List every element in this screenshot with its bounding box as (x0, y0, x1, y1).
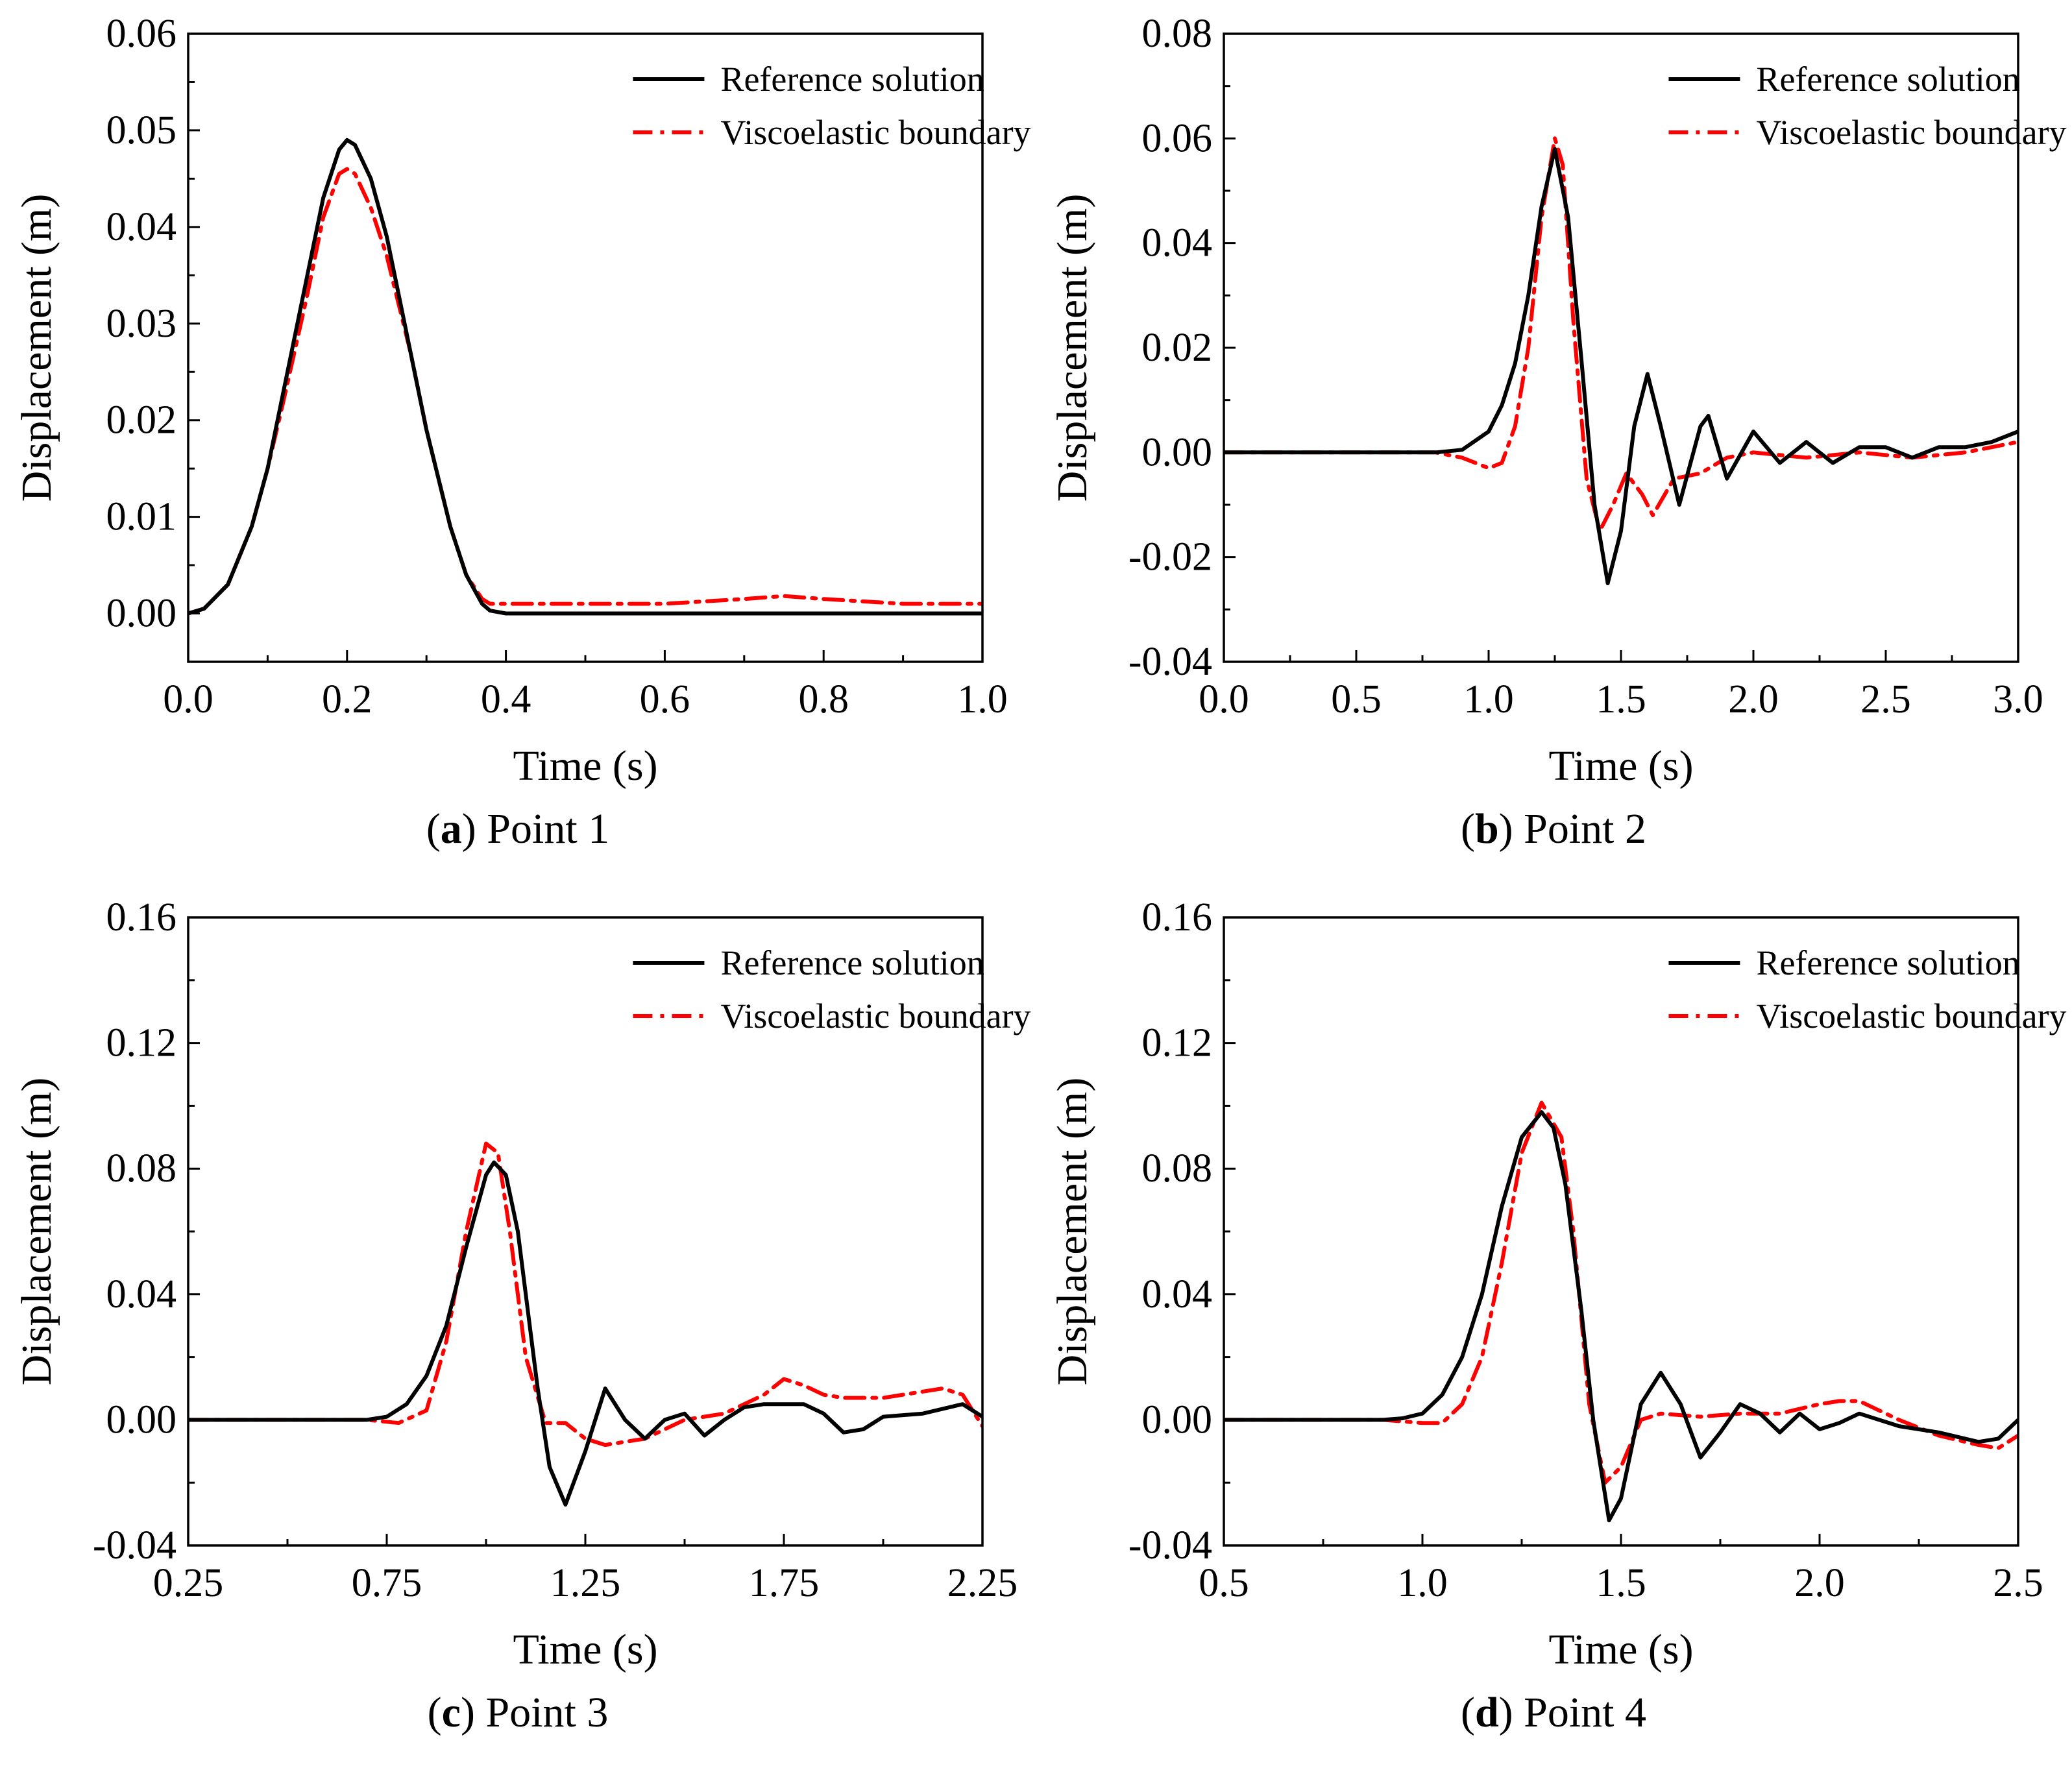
y-tick-label-c-3: 0.08 (106, 1146, 177, 1191)
x-tick-label-d-3: 2.0 (1794, 1561, 1845, 1605)
chart-panel-b: 0.0 0.5 1.0 1.5 2.0 2.5 3.0 -0.04 -0.02 0.00 0.02 0… (1036, 0, 2071, 884)
caption-b: (b) Point 2 (1460, 805, 1647, 853)
x-tick-label-a-4: 0.8 (798, 677, 849, 721)
legend-viscoelastic-label-a: Viscoelastic boundary (720, 113, 1030, 152)
y-tick-label-c-4: 0.12 (106, 1021, 177, 1065)
y-tick-label-a-3: 0.03 (106, 302, 177, 346)
y-tick-label-d-1: 0.00 (1142, 1398, 1213, 1442)
x-tick-label-a-3: 0.6 (640, 677, 690, 721)
y-tick-label-b-3: 0.02 (1142, 326, 1213, 370)
y-tick-label-d-2: 0.04 (1142, 1272, 1213, 1316)
x-tick-label-a-5: 1.0 (957, 677, 1008, 721)
x-tick-label-c-0: 0.25 (153, 1561, 224, 1605)
legend-viscoelastic-label-b: Viscoelastic boundary (1756, 113, 2066, 152)
x-axis-label-d: Time (s) (1548, 1626, 1693, 1673)
y-tick-label-d-3: 0.08 (1142, 1146, 1213, 1191)
y-tick-label-a-0: 0.00 (106, 592, 177, 636)
y-tick-label-c-1: 0.00 (106, 1398, 177, 1442)
legend-viscoelastic-label-c: Viscoelastic boundary (720, 997, 1030, 1035)
y-tick-label-c-0: -0.04 (93, 1523, 177, 1568)
x-axis-label-a: Time (s) (513, 742, 657, 790)
x-tick-label-b-3: 1.5 (1596, 677, 1646, 721)
caption-letter-a: a (440, 805, 462, 853)
y-tick-label-c-2: 0.04 (106, 1272, 177, 1316)
x-tick-label-b-0: 0.0 (1199, 677, 1249, 721)
caption-text-d: Point 4 (1524, 1689, 1647, 1736)
x-tick-label-d-4: 2.5 (1993, 1561, 2043, 1605)
caption-c: (c) Point 3 (427, 1689, 609, 1736)
chart-panel-c: 0.25 0.75 1.25 1.75 2.25 -0.04 0.00 0.04 0.08 0.1… (0, 884, 1036, 1767)
caption-text-c: Point 3 (485, 1689, 609, 1736)
y-tick-label-b-6: 0.08 (1142, 12, 1213, 56)
y-tick-label-a-5: 0.05 (106, 108, 177, 152)
legend-reference-label-c: Reference solution (720, 943, 984, 982)
y-axis-label-a: Displacement (m) (13, 194, 60, 502)
y-tick-label-d-0: -0.04 (1128, 1523, 1212, 1568)
x-tick-label-b-2: 1.0 (1463, 677, 1514, 721)
y-tick-label-d-5: 0.16 (1142, 895, 1213, 939)
plot-frame-a (187, 32, 984, 663)
x-tick-label-d-2: 1.5 (1596, 1561, 1646, 1605)
y-tick-label-a-2: 0.02 (106, 398, 177, 442)
legend-reference-label-d: Reference solution (1756, 943, 2019, 982)
x-tick-label-a-2: 0.4 (481, 677, 531, 721)
x-tick-label-c-4: 2.25 (947, 1561, 1018, 1605)
y-tick-label-b-2: 0.00 (1142, 430, 1213, 474)
y-axis-label-c: Displacement (m) (13, 1078, 60, 1386)
y-axis-label-b: Displacement (m) (1049, 194, 1096, 502)
caption-letter-d: d (1474, 1689, 1499, 1736)
plot-frame-c (187, 916, 984, 1547)
caption-letter-c: c (441, 1689, 461, 1736)
caption-text-b: Point 2 (1524, 805, 1647, 853)
chart-svg-a: 0.0 0.2 0.4 0.6 0.8 1.0 0.00 0.01 0.02 0.03 0.04 0.… (13, 12, 1031, 790)
x-tick-label-b-6: 3.0 (1993, 677, 2043, 721)
x-tick-label-b-1: 0.5 (1331, 677, 1382, 721)
viscoelastic-series-line-c (188, 1141, 982, 1447)
y-tick-label-b-0: -0.04 (1128, 640, 1212, 684)
x-tick-label-c-2: 1.25 (550, 1561, 621, 1605)
caption-a: (a) Point 1 (426, 805, 610, 853)
x-axis-label-c: Time (s) (513, 1626, 657, 1673)
reference-series-line-d (1224, 1110, 2018, 1523)
plot-frame-d (1223, 916, 2019, 1547)
y-tick-label-b-1: -0.02 (1128, 535, 1212, 579)
caption-text-a: Point 1 (487, 805, 610, 853)
legend-reference-label-a: Reference solution (720, 60, 984, 99)
viscoelastic-series-line-d (1224, 1100, 2018, 1485)
chart-svg-c: 0.25 0.75 1.25 1.75 2.25 -0.04 0.00 0.04 0.08 0.1… (13, 895, 1031, 1673)
reference-series-line-a (188, 138, 982, 616)
y-tick-label-d-4: 0.12 (1142, 1021, 1213, 1065)
x-tick-label-c-3: 1.75 (749, 1561, 820, 1605)
y-tick-label-b-5: 0.06 (1142, 116, 1213, 160)
x-tick-label-a-1: 0.2 (322, 677, 372, 721)
viscoelastic-series-line-b (1224, 136, 2018, 533)
x-tick-label-b-4: 2.0 (1728, 677, 1779, 721)
y-axis-label-d: Displacement (m) (1049, 1078, 1096, 1386)
reference-series-line-b (1224, 147, 2018, 585)
chart-panel-d: 0.5 1.0 1.5 2.0 2.5 -0.04 0.00 0.04 0.08 0.12 0.16… (1036, 884, 2071, 1767)
caption-d: (d) Point 4 (1460, 1689, 1647, 1736)
legend-viscoelastic-label-d: Viscoelastic boundary (1756, 997, 2066, 1035)
y-tick-label-a-4: 0.04 (106, 205, 177, 249)
chart-panel-a: 0.0 0.2 0.4 0.6 0.8 1.0 0.00 0.01 0.02 0.03 0.04 0.… (0, 0, 1036, 884)
viscoelastic-series-line-a (188, 167, 982, 616)
caption-letter-b: b (1474, 805, 1499, 853)
plot-frame-b (1223, 32, 2019, 663)
legend-reference-label-b: Reference solution (1756, 60, 2019, 99)
y-tick-label-c-5: 0.16 (106, 895, 177, 939)
chart-svg-d: 0.5 1.0 1.5 2.0 2.5 -0.04 0.00 0.04 0.08 0.12 0.16… (1049, 895, 2067, 1673)
reference-series-line-c (188, 1160, 982, 1507)
y-tick-label-b-4: 0.04 (1142, 221, 1213, 265)
y-tick-label-a-1: 0.01 (106, 495, 177, 539)
x-tick-label-c-1: 0.75 (352, 1561, 422, 1605)
chart-svg-b: 0.0 0.5 1.0 1.5 2.0 2.5 3.0 -0.04 -0.02 0.00 0.02 0… (1049, 12, 2067, 790)
x-tick-label-a-0: 0.0 (163, 677, 213, 721)
x-tick-label-b-5: 2.5 (1860, 677, 1911, 721)
y-tick-label-a-6: 0.06 (106, 12, 177, 56)
x-axis-label-b: Time (s) (1548, 742, 1693, 790)
x-tick-label-d-0: 0.5 (1199, 1561, 1249, 1605)
x-tick-label-d-1: 1.0 (1397, 1561, 1448, 1605)
